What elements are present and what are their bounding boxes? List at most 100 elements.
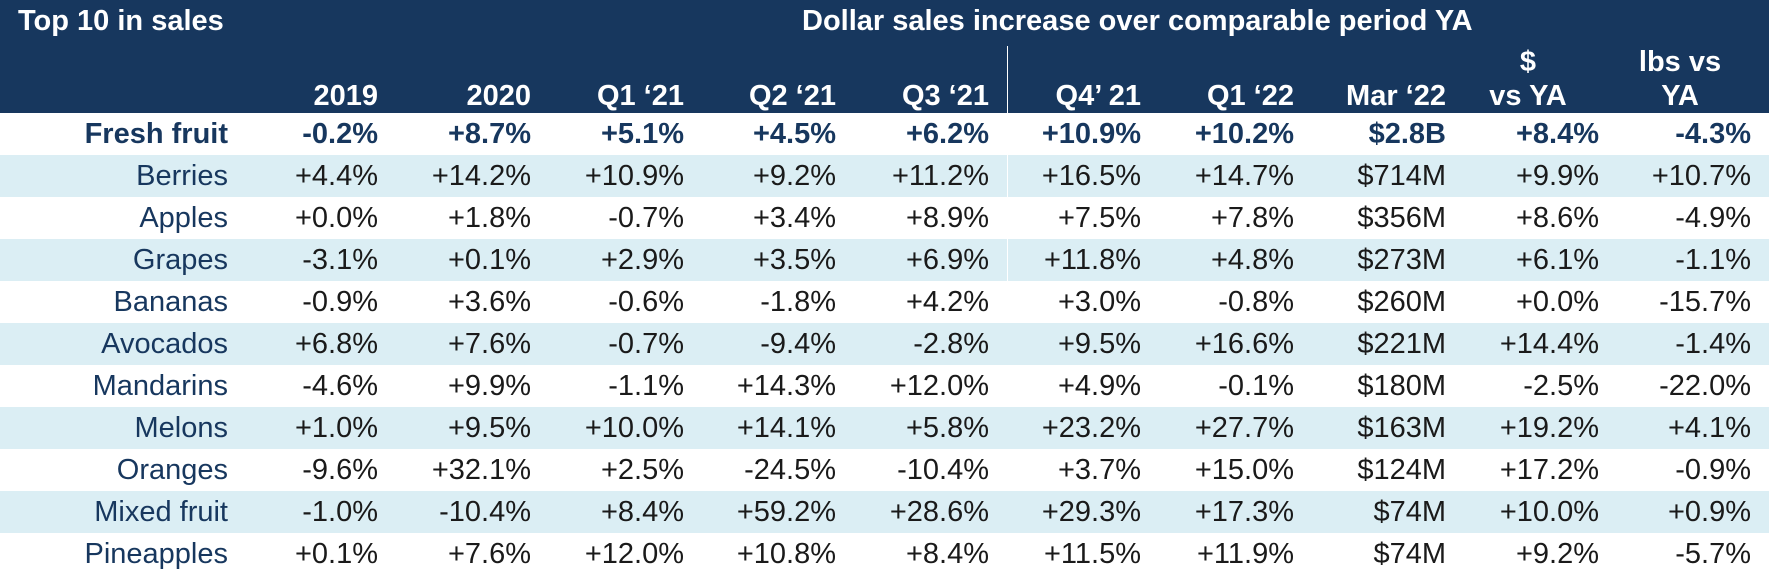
table-cell: +6.2%: [905, 118, 989, 150]
table-row: Mandarins -4.6% +9.9% -1.1% +14.3% +12.0% +4.9…: [0, 365, 1769, 407]
table-cell: -2.8%: [913, 328, 989, 360]
table-cell: +0.1%: [447, 244, 531, 276]
table-cell: $273M: [1357, 244, 1446, 276]
row-label: Mixed fruit: [94, 496, 228, 528]
table-cell: $356M: [1357, 202, 1446, 234]
table-cell: -1.8%: [760, 286, 836, 318]
table-cell: -22.0%: [1659, 370, 1751, 402]
table-cell: -0.1%: [1218, 370, 1294, 402]
table-cell: +4.5%: [752, 118, 836, 150]
header-divider: [1007, 46, 1008, 113]
column-header: Q2 ‘21: [748, 80, 836, 112]
table-cell: -15.7%: [1659, 286, 1751, 318]
table-row: Grapes -3.1% +0.1% +2.9% +3.5% +6.9% +11.8% +4.…: [0, 239, 1769, 281]
table-cell: +8.9%: [905, 202, 989, 234]
table-cell: +0.0%: [1515, 286, 1599, 318]
row-label: Fresh fruit: [84, 118, 228, 150]
table-cell: -9.6%: [302, 454, 378, 486]
table-row: Pineapples +0.1% +7.6% +12.0% +10.8% +8.4% +11…: [0, 533, 1769, 575]
table-cell: +3.6%: [447, 286, 531, 318]
row-label: Grapes: [132, 244, 228, 276]
table-cell: +0.9%: [1667, 496, 1751, 528]
table-cell: -5.7%: [1675, 538, 1751, 570]
table-cell: +4.8%: [1210, 244, 1294, 276]
table-cell: -0.6%: [608, 286, 684, 318]
table-cell: +8.4%: [1515, 118, 1599, 150]
table-cell: $714M: [1357, 160, 1446, 192]
table-cell: $180M: [1357, 370, 1446, 402]
table-cell: -0.9%: [1675, 454, 1751, 486]
table-cell: -4.9%: [1675, 202, 1751, 234]
table-cell: +7.5%: [1057, 202, 1141, 234]
table-cell: +10.0%: [1499, 496, 1599, 528]
table-cell: +14.3%: [736, 370, 836, 402]
column-header-line2: vs YA: [1489, 80, 1567, 112]
table-cell: +5.8%: [905, 412, 989, 444]
table-cell: -9.4%: [760, 328, 836, 360]
table-cell: +12.0%: [889, 370, 989, 402]
table-header: [0, 0, 1769, 113]
table-row: Avocados +6.8% +7.6% -0.7% -9.4% -2.8% +9.5% +1…: [0, 323, 1769, 365]
table-cell: +9.2%: [1515, 538, 1599, 570]
table-cell: +2.9%: [600, 244, 684, 276]
table-cell: +10.7%: [1651, 160, 1751, 192]
total-row: Fresh fruit -0.2% +8.7% +5.1% +4.5% +6.2% +10.…: [0, 113, 1769, 155]
table-cell: +11.8%: [1043, 244, 1141, 276]
column-header: Q1 ‘22: [1206, 80, 1294, 112]
body-divider: [1007, 113, 1008, 289]
column-header: 2019: [313, 80, 378, 112]
table-cell: -1.0%: [302, 496, 378, 528]
table-cell: +3.5%: [752, 244, 836, 276]
table-cell: +9.9%: [447, 370, 531, 402]
table-cell: +14.2%: [431, 160, 531, 192]
group-title: Dollar sales increase over comparable pe…: [802, 5, 1473, 37]
column-header-line1: $: [1519, 46, 1537, 78]
column-header: Q3 ‘21: [901, 80, 989, 112]
row-label: Avocados: [101, 328, 228, 360]
table-cell: +28.6%: [889, 496, 989, 528]
table-cell: +15.0%: [1194, 454, 1294, 486]
table-cell: +7.8%: [1210, 202, 1294, 234]
table-cell: +1.8%: [447, 202, 531, 234]
table-cell: +16.5%: [1041, 160, 1141, 192]
table-cell: +8.4%: [600, 496, 684, 528]
table-cell: $124M: [1357, 454, 1446, 486]
column-header: Mar ‘22: [1346, 80, 1446, 112]
row-label: Pineapples: [84, 538, 229, 570]
table-cell: -1.4%: [1675, 328, 1751, 360]
table-row: Melons +1.0% +9.5% +10.0% +14.1% +5.8% +23.2% +…: [0, 407, 1769, 449]
table-cell: +9.2%: [752, 160, 836, 192]
table-cell: +10.9%: [1041, 118, 1141, 150]
table-cell: $74M: [1373, 496, 1446, 528]
table-cell: +8.4%: [905, 538, 989, 570]
table-cell: -0.7%: [608, 328, 684, 360]
table-cell: -3.1%: [302, 244, 378, 276]
table-row: Mixed fruit -1.0% -10.4% +8.4% +59.2% +28.6% +…: [0, 491, 1769, 533]
table-cell: -0.2%: [302, 118, 378, 150]
table-cell: +10.9%: [584, 160, 684, 192]
row-label: Apples: [139, 202, 228, 234]
column-header-line2: YA: [1661, 80, 1699, 112]
table-row: Bananas -0.9% +3.6% -0.6% -1.8% +4.2% +3.0% -0.…: [0, 281, 1769, 323]
table-cell: +8.7%: [447, 118, 531, 150]
table-cell: -4.6%: [302, 370, 378, 402]
corner-title: Top 10 in sales: [18, 5, 224, 37]
table-cell: +10.8%: [736, 538, 836, 570]
table-cell: +0.0%: [294, 202, 378, 234]
table-cell: +4.4%: [294, 160, 378, 192]
table-cell: +32.1%: [431, 454, 531, 486]
table-cell: -10.4%: [439, 496, 531, 528]
column-header: Q4’ 21: [1055, 80, 1141, 112]
row-label: Bananas: [113, 286, 229, 318]
row-label: Berries: [136, 160, 228, 192]
table-cell: $163M: [1357, 412, 1446, 444]
table-cell: +6.9%: [905, 244, 989, 276]
table-cell: +11.9%: [1196, 538, 1294, 570]
table-cell: -0.8%: [1218, 286, 1294, 318]
table-cell: $260M: [1357, 286, 1446, 318]
table-cell: +7.6%: [447, 538, 531, 570]
table-cell: +1.0%: [294, 412, 378, 444]
table-cell: +6.8%: [294, 328, 378, 360]
table-cell: +12.0%: [584, 538, 684, 570]
table-cell: -4.3%: [1675, 118, 1751, 150]
